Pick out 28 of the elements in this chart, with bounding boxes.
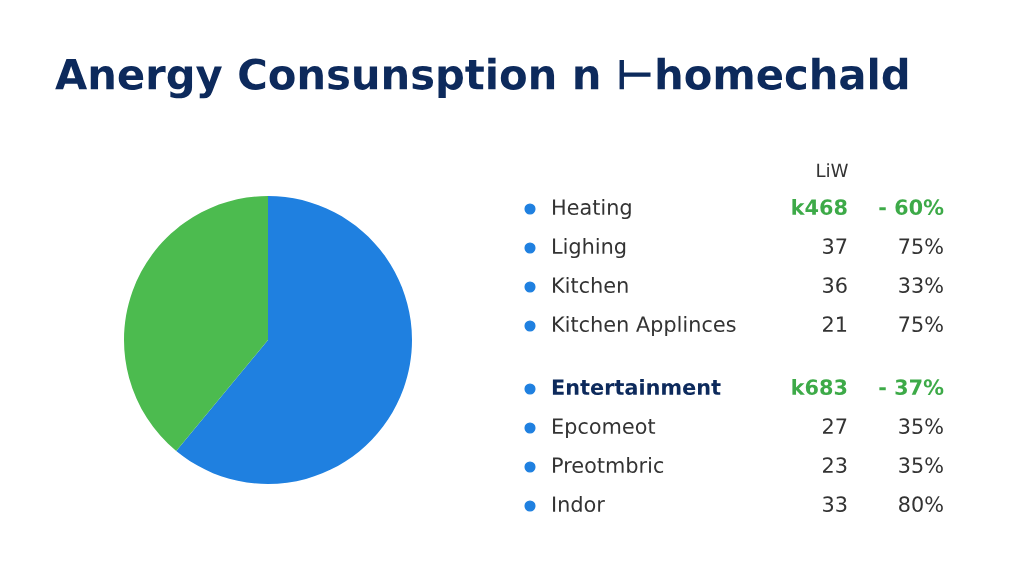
chart-title: Anergy Consunsption n ⊢homechald <box>55 57 908 99</box>
text: 23 <box>823 457 847 474</box>
text: - 60% <box>879 199 944 216</box>
text: 37 <box>823 238 847 255</box>
text: 33 <box>823 496 847 513</box>
text: LiW <box>817 163 848 177</box>
text: Entertainment <box>552 378 721 396</box>
text: 27 <box>823 418 847 434</box>
text: 35% <box>899 418 943 435</box>
text: Kitchen Applinces <box>553 315 736 337</box>
text: Preotmbric <box>553 456 664 474</box>
text: - 37% <box>879 379 944 396</box>
text: 75% <box>899 316 943 333</box>
text: Kitchen <box>553 276 628 294</box>
pie-slice <box>176 196 412 484</box>
text: k468 <box>792 198 847 216</box>
text: 75% <box>899 238 943 255</box>
text: Heating <box>553 198 631 220</box>
text: 36 <box>823 277 847 294</box>
text: 35% <box>899 457 943 474</box>
text: Lighing <box>553 237 626 259</box>
text: Indor <box>553 495 605 513</box>
text: k683 <box>792 378 847 396</box>
pie-slice <box>124 196 268 451</box>
text: Epcomeot <box>553 418 656 439</box>
text: 33% <box>899 277 943 294</box>
text: 80% <box>899 496 943 513</box>
text: 21 <box>823 316 847 332</box>
